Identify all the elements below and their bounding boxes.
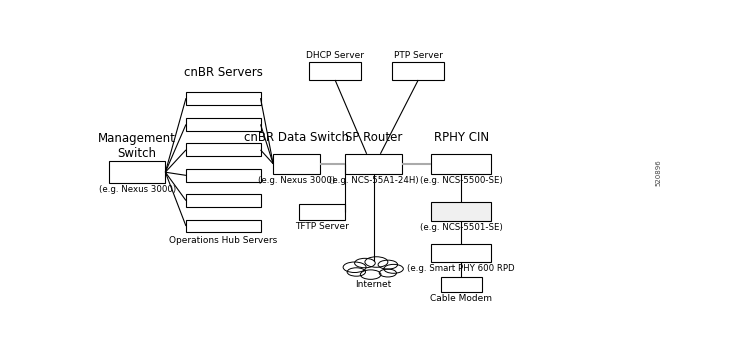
Text: PTP Server: PTP Server [394,51,443,60]
Circle shape [365,257,388,267]
Bar [186,92,260,105]
Text: cnBR Data Switch: cnBR Data Switch [244,131,349,144]
Text: (e.g. Nexus 3000): (e.g. Nexus 3000) [98,186,176,194]
Text: TFTP Server: TFTP Server [295,222,349,231]
Text: DHCP Server: DHCP Server [306,51,364,60]
Text: (e.g. Nexus 3000): (e.g. Nexus 3000) [258,176,335,185]
Text: Cable Modem: Cable Modem [430,294,492,303]
Circle shape [380,269,397,277]
Bar [345,154,403,174]
Text: 520896: 520896 [655,159,661,186]
Bar [186,118,260,131]
Bar [186,144,260,156]
Text: (e.g. NCS-55A1-24H): (e.g. NCS-55A1-24H) [329,176,418,185]
Text: Operations Hub Servers: Operations Hub Servers [169,236,278,244]
Circle shape [384,264,403,273]
Bar [309,62,361,80]
Circle shape [378,260,397,269]
Bar [109,161,165,183]
Text: (e.g. NCS-5501-SE): (e.g. NCS-5501-SE) [420,223,502,232]
Bar [273,154,320,174]
Bar [392,62,444,80]
Circle shape [347,268,366,276]
Bar [186,169,260,182]
Bar [431,202,491,221]
Bar [431,154,491,174]
Bar [186,220,260,233]
Text: Internet: Internet [355,280,391,290]
Text: RPHY CIN: RPHY CIN [434,131,489,144]
Circle shape [360,270,381,279]
Circle shape [354,258,375,268]
Text: SP Router: SP Router [345,131,403,144]
Bar [186,194,260,207]
Circle shape [343,262,366,272]
Text: cnBR Servers: cnBR Servers [184,66,263,79]
Bar [299,204,345,220]
Bar [440,278,482,292]
Text: (e.g. NCS-5500-SE): (e.g. NCS-5500-SE) [420,176,502,185]
Bar [431,244,491,262]
Text: Management
Switch: Management Switch [98,132,176,160]
Text: (e.g. Smart PHY 600 RPD: (e.g. Smart PHY 600 RPD [408,264,515,273]
